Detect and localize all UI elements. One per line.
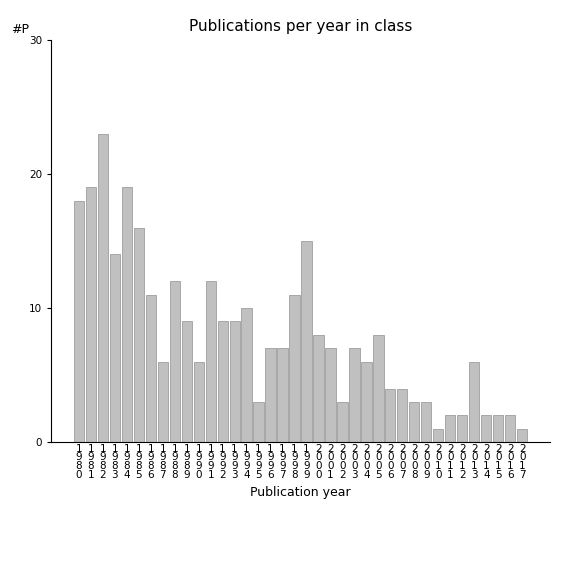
Title: Publications per year in class: Publications per year in class: [189, 19, 412, 35]
Bar: [193, 362, 204, 442]
Bar: [409, 402, 420, 442]
Bar: [170, 281, 180, 442]
Bar: [242, 308, 252, 442]
Bar: [445, 416, 455, 442]
Bar: [146, 295, 156, 442]
Bar: [230, 321, 240, 442]
Bar: [134, 227, 144, 442]
Bar: [469, 362, 479, 442]
Bar: [98, 134, 108, 442]
Bar: [397, 388, 408, 442]
Bar: [457, 416, 467, 442]
Bar: [481, 416, 492, 442]
Bar: [361, 362, 371, 442]
Bar: [421, 402, 431, 442]
Bar: [253, 402, 264, 442]
Bar: [265, 348, 276, 442]
X-axis label: Publication year: Publication year: [250, 485, 351, 498]
Bar: [86, 187, 96, 442]
Bar: [433, 429, 443, 442]
Bar: [337, 402, 348, 442]
Bar: [493, 416, 503, 442]
Bar: [277, 348, 287, 442]
Text: #P: #P: [11, 23, 29, 36]
Bar: [349, 348, 359, 442]
Bar: [218, 321, 228, 442]
Bar: [373, 335, 383, 442]
Bar: [289, 295, 299, 442]
Bar: [325, 348, 336, 442]
Bar: [109, 255, 120, 442]
Bar: [386, 388, 396, 442]
Bar: [122, 187, 132, 442]
Bar: [505, 416, 515, 442]
Bar: [302, 241, 312, 442]
Bar: [314, 335, 324, 442]
Bar: [517, 429, 527, 442]
Bar: [74, 201, 84, 442]
Bar: [181, 321, 192, 442]
Bar: [158, 362, 168, 442]
Bar: [205, 281, 215, 442]
